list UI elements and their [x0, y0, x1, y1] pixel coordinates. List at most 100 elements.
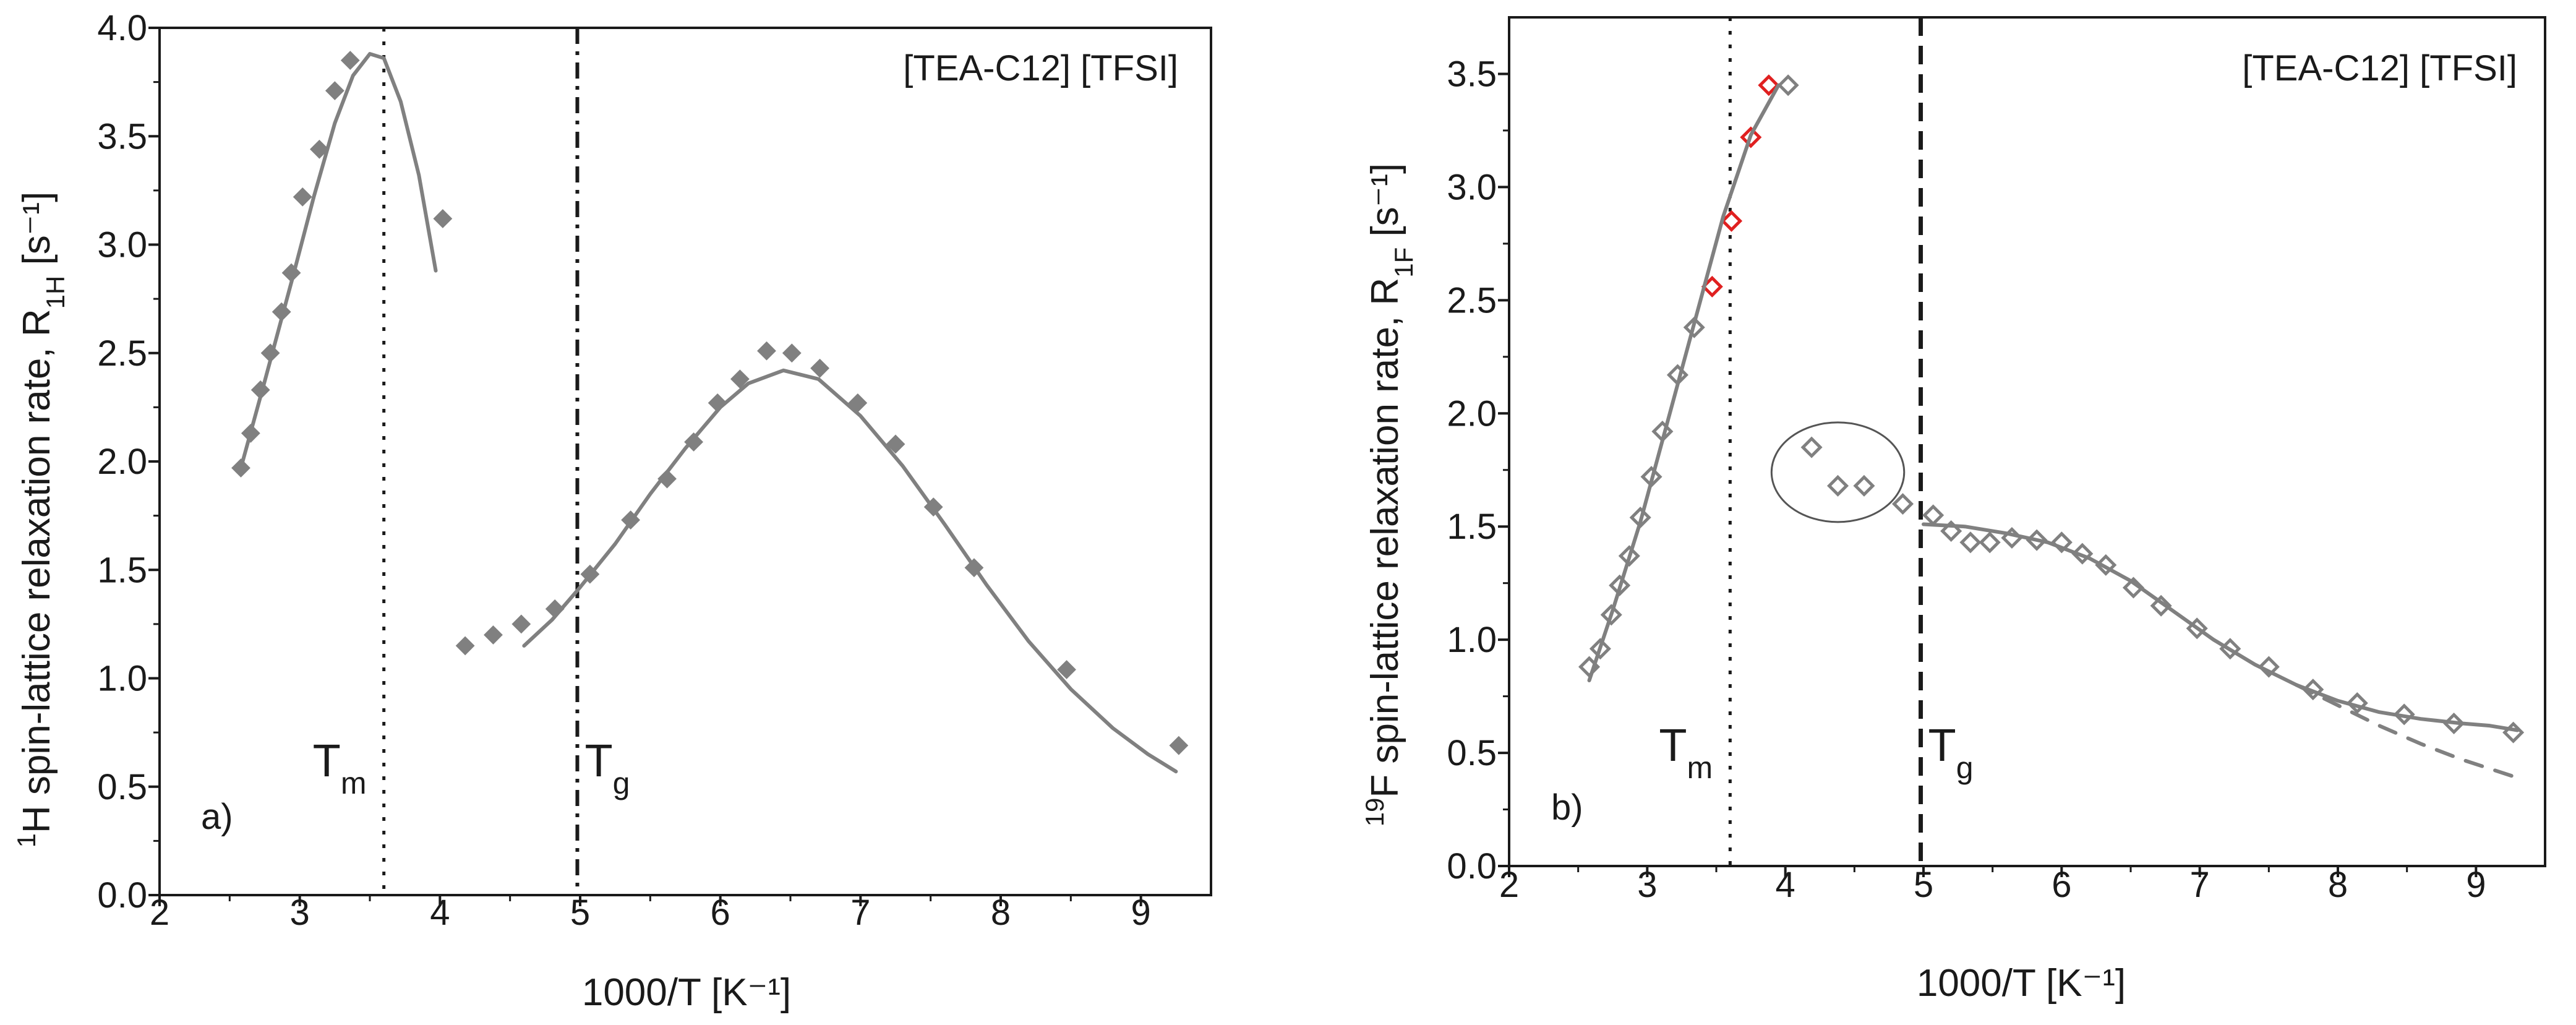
- data-point: [1826, 474, 1849, 497]
- x-tick-label: 3: [290, 893, 310, 933]
- panel-a-ylabel-unit: [s⁻¹]: [15, 192, 58, 276]
- x-tick-label: 5: [1914, 865, 1933, 905]
- y-tick-label: 3.5: [1447, 54, 1497, 94]
- panel-a-xlabel: 1000/T [K⁻¹]: [582, 971, 791, 1014]
- y-tick-label: 0.0: [97, 875, 147, 916]
- y-tick-label: 2.5: [97, 333, 147, 374]
- y-tick-label: 2.0: [97, 442, 147, 482]
- data-point: [1891, 493, 1914, 515]
- x-tick-label: 4: [430, 893, 450, 933]
- y-tick-label: 3.5: [97, 116, 147, 157]
- x-tick-label: 8: [991, 893, 1011, 933]
- data-point: [2346, 692, 2368, 714]
- y-tick-label: 0.0: [1447, 846, 1497, 886]
- data-point: [2502, 721, 2525, 744]
- data-point: [2257, 656, 2280, 678]
- x-tick-label: 6: [2052, 865, 2071, 905]
- marker-label-sub: m: [1687, 750, 1713, 785]
- data-point: [433, 209, 453, 228]
- y-tick-label: 2.5: [1447, 280, 1497, 320]
- marker-label-sub: g: [613, 766, 630, 800]
- y-tick-label: 1.0: [97, 659, 147, 699]
- fit-line: [522, 368, 1178, 774]
- data-point: [1800, 436, 1823, 458]
- x-tick-label: 2: [1499, 865, 1519, 905]
- panel-b-title: [TEA-C12] [TFSI]: [2242, 48, 2517, 88]
- data-point-highlight: [1721, 210, 1743, 232]
- marker-label-g: Tg: [584, 735, 630, 800]
- data-point: [1777, 74, 1799, 96]
- data-point: [2150, 594, 2172, 617]
- highlight-ellipse: [1770, 421, 1906, 523]
- marker-label-sub: g: [1956, 750, 1974, 785]
- fit-line: [1922, 522, 2520, 732]
- marker-label-m: Tm: [1659, 719, 1713, 785]
- data-point: [810, 358, 830, 378]
- data-point: [325, 81, 344, 101]
- marker-label-m: Tm: [313, 735, 367, 800]
- data-point: [730, 369, 750, 389]
- panel-b-ylabel-sup: 19: [1360, 798, 1389, 827]
- marker-label-main: T: [584, 735, 612, 786]
- x-tick-label: 8: [2328, 865, 2348, 905]
- panel-b-ylabel: 19F spin-lattice relaxation rate, R1F [s…: [1360, 163, 1418, 827]
- data-point: [484, 625, 503, 645]
- data-point: [1853, 474, 1875, 497]
- x-tick-label: 9: [2466, 865, 2486, 905]
- y-tick-label: 3.0: [97, 225, 147, 265]
- panel-b-ylabel-sub: 1F: [1389, 247, 1418, 278]
- data-point: [886, 434, 905, 454]
- data-point: [455, 636, 475, 656]
- x-tick-label: 7: [2190, 865, 2210, 905]
- panel-b-xlabel: 1000/T [K⁻¹]: [1917, 962, 2126, 1005]
- fit-line: [1587, 83, 1781, 682]
- marker-label-main: T: [1659, 719, 1687, 771]
- plot-frame: [1508, 16, 2546, 867]
- data-point: [293, 187, 312, 207]
- marker-label-sub: m: [341, 766, 367, 800]
- data-point: [1959, 531, 1982, 554]
- x-tick-label: 4: [1776, 865, 1795, 905]
- x-tick-label: 2: [150, 893, 169, 933]
- marker-label-main: T: [313, 735, 341, 786]
- data-point: [782, 343, 802, 363]
- y-tick-label: 3.0: [1447, 167, 1497, 207]
- panel-b-ylabel-main: F spin-lattice relaxation rate, R: [1364, 278, 1406, 798]
- y-tick-label: 0.5: [1447, 733, 1497, 773]
- marker-label-g: Tg: [1928, 719, 1974, 785]
- y-tick-label: 1.5: [1447, 507, 1497, 547]
- marker-label-main: T: [1928, 719, 1956, 771]
- data-point: [511, 614, 531, 634]
- data-point-highlight: [1758, 74, 1780, 96]
- y-tick-label: 0.5: [97, 767, 147, 807]
- panel-a-ylabel-main: H spin-lattice relaxation rate, R: [15, 309, 58, 833]
- panel-b-label: b): [1551, 787, 1583, 828]
- data-point: [340, 51, 360, 70]
- panel-a-ylabel-sup: 1: [12, 833, 41, 847]
- data-point: [1169, 736, 1189, 755]
- y-tick-label: 1.5: [97, 550, 147, 590]
- panel-a-ylabel-sub: 1H: [41, 276, 70, 309]
- data-point: [1057, 660, 1076, 679]
- x-tick-label: 9: [1131, 893, 1151, 933]
- panel-b-ylabel-unit: [s⁻¹]: [1364, 163, 1406, 247]
- fit-line-dashed: [2295, 683, 2520, 780]
- x-tick-label: 7: [850, 893, 870, 933]
- y-tick-label: 2.0: [1447, 393, 1497, 434]
- panel-b: [TEA-C12] [TFSI] b) 1000/T [K⁻¹] 19F spi…: [1360, 16, 2546, 1005]
- data-point: [1979, 531, 2001, 554]
- data-point: [657, 469, 677, 489]
- data-point: [2050, 531, 2073, 554]
- fit-line: [239, 52, 438, 470]
- y-tick-label: 4.0: [97, 8, 147, 48]
- panel-a-ylabel: 1H spin-lattice relaxation rate, R1H [s⁻…: [12, 192, 70, 848]
- data-point: [757, 341, 776, 361]
- x-tick-label: 5: [570, 893, 590, 933]
- data-point: [309, 139, 329, 159]
- panel-a-label: a): [201, 797, 233, 837]
- y-tick-label: 1.0: [1447, 620, 1497, 660]
- panel-a: [TEA-C12] [TFSI] a) 1000/T [K⁻¹] 1H spin…: [12, 8, 1212, 1014]
- x-tick-label: 3: [1637, 865, 1657, 905]
- data-point: [1922, 504, 1945, 526]
